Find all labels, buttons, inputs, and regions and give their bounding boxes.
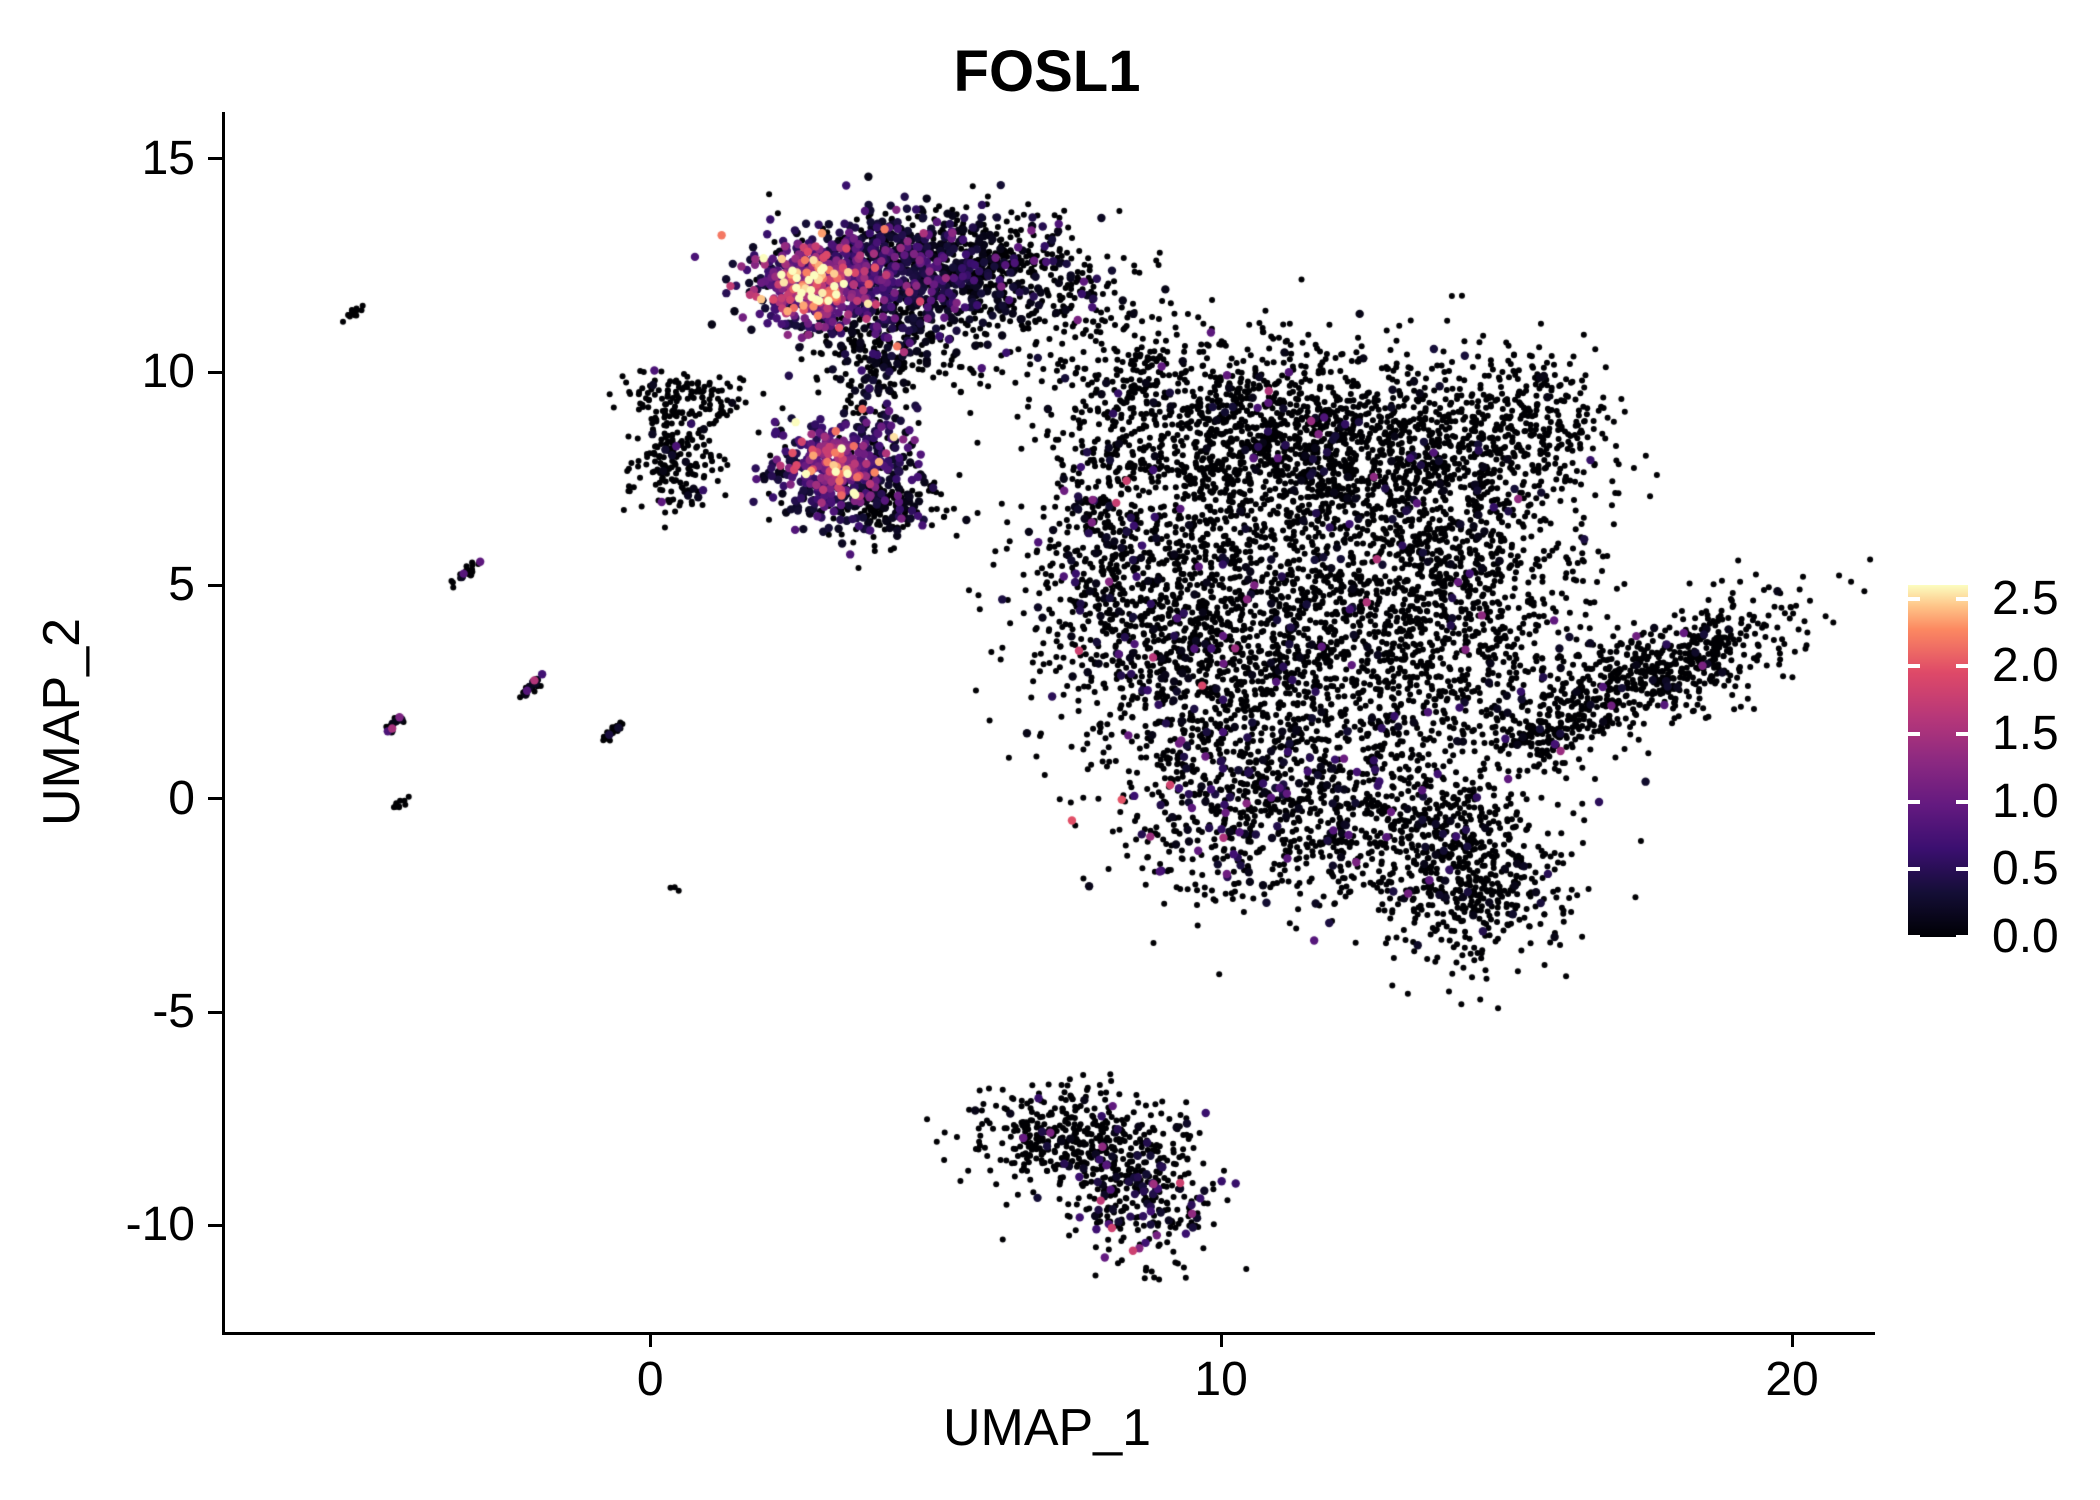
legend-tick-mark <box>1956 935 1968 939</box>
y-tick-label: -10 <box>125 1198 195 1252</box>
y-tick-mark <box>208 1223 222 1227</box>
legend-tick-mark <box>1956 731 1968 736</box>
legend-tick-label: 2.0 <box>1992 639 2059 693</box>
y-tick-mark <box>208 1010 222 1014</box>
legend-tick-mark <box>1956 867 1968 872</box>
legend-tick-mark <box>1956 799 1968 804</box>
y-tick-label: 5 <box>168 558 195 612</box>
legend-tick-label: 1.5 <box>1992 706 2059 760</box>
legend-tick-mark <box>1908 731 1920 736</box>
umap-scatter-canvas <box>225 112 1875 1332</box>
x-tick-mark <box>648 1333 652 1347</box>
legend-tick-label: 0.0 <box>1992 910 2059 963</box>
y-tick-mark <box>208 797 222 801</box>
x-tick-label: 0 <box>636 1353 664 1406</box>
legend-tick-mark <box>1908 867 1920 872</box>
x-tick-mark <box>1219 1333 1223 1347</box>
expression-colorbar <box>1908 585 1968 937</box>
x-tick-label: 10 <box>1194 1353 1248 1406</box>
legend-tick-mark <box>1908 596 1920 601</box>
legend-tick-mark <box>1908 664 1920 669</box>
x-tick-mark <box>1790 1333 1794 1347</box>
y-tick-label: -5 <box>152 985 195 1039</box>
legend-tick-mark <box>1908 799 1920 804</box>
x-tick-label: 20 <box>1765 1353 1819 1406</box>
legend-tick-label: 1.0 <box>1992 774 2059 828</box>
y-tick-mark <box>208 370 222 374</box>
y-tick-label: 0 <box>168 771 195 825</box>
y-tick-label: 15 <box>141 131 195 185</box>
legend-tick-mark <box>1956 664 1968 669</box>
legend-tick-label: 2.5 <box>1992 571 2059 625</box>
legend-tick-mark <box>1956 596 1968 601</box>
x-axis-label: UMAP_1 <box>942 1399 1152 1457</box>
legend-tick-label: 0.5 <box>1992 842 2059 896</box>
plot-title: FOSL1 <box>953 39 1141 104</box>
y-tick-mark <box>208 583 222 587</box>
y-tick-mark <box>208 157 222 161</box>
y-tick-label: 10 <box>141 345 195 399</box>
legend-tick-mark <box>1908 935 1920 939</box>
plot-panel <box>222 112 1875 1335</box>
